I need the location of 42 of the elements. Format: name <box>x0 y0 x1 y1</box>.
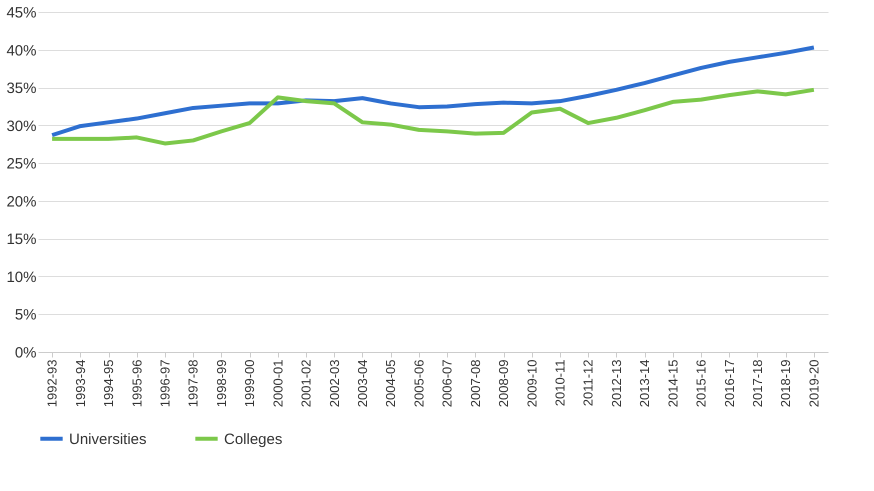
y-tick-label: 5% <box>14 306 36 324</box>
legend-label: Universities <box>69 430 147 448</box>
x-tick-label: 2011-12 <box>580 360 596 406</box>
x-tick-label: 2013-14 <box>637 360 652 408</box>
x-tick-label: 2019-20 <box>806 360 822 408</box>
x-tick-label: 1992-93 <box>44 360 60 408</box>
x-tick-label: 1997-98 <box>186 360 201 408</box>
x-tick-label: 2010-11 <box>552 360 568 406</box>
x-tick-label: 2018-19 <box>778 360 794 408</box>
x-tick-label: 2004-05 <box>383 360 398 408</box>
y-tick-label: 25% <box>6 156 36 173</box>
x-tick-label: 2007-08 <box>468 360 483 408</box>
x-tick-label: 1996-97 <box>157 360 172 408</box>
x-tick-label: 2000-01 <box>270 360 286 408</box>
y-tick-label: 30% <box>6 118 36 135</box>
x-tick-label: 2014-15 <box>665 360 680 408</box>
x-tick-label: 2005-06 <box>411 360 426 408</box>
x-tick-label: 2002-03 <box>326 360 342 408</box>
x-tick-label: 2008-09 <box>496 360 512 408</box>
x-tick-label: 2012-13 <box>608 360 624 408</box>
x-tick-label: 1998-99 <box>214 360 229 408</box>
x-tick-label: 2003-04 <box>354 360 370 408</box>
y-tick-label: 35% <box>6 80 36 98</box>
y-tick-label: 40% <box>6 42 36 60</box>
x-tick-label: 1994-95 <box>101 360 116 408</box>
legend-label: Colleges <box>224 430 282 448</box>
x-tick-label: 1995-96 <box>129 360 144 408</box>
x-tick-label: 2006-07 <box>440 360 455 408</box>
y-tick-label: 15% <box>6 231 36 248</box>
y-tick-label: 20% <box>6 193 36 210</box>
y-tick-label: 45% <box>6 4 36 22</box>
x-tick-label: 1999-00 <box>242 360 258 408</box>
y-tick-label: 10% <box>6 268 36 286</box>
x-tick-label: 1993-94 <box>72 360 88 408</box>
x-tick-label: 2015-16 <box>694 360 709 408</box>
x-tick-label: 2016-17 <box>722 360 737 408</box>
x-tick-label: 2017-18 <box>750 360 765 408</box>
y-tick-label: 0% <box>14 344 36 362</box>
line-series <box>50 88 816 146</box>
x-tick-label: 2001-02 <box>298 360 314 408</box>
x-tick-label: 2009-10 <box>524 360 540 408</box>
line-series <box>50 46 816 138</box>
